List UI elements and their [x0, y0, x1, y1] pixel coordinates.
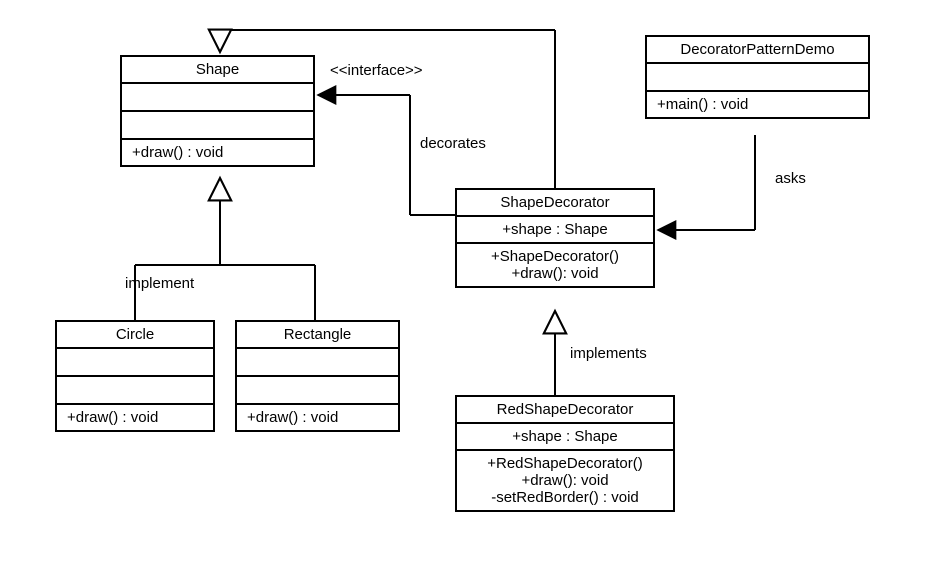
- class-operations: +draw() : void: [57, 405, 213, 430]
- edge-label-implements: implements: [570, 345, 647, 362]
- class-operations: +draw() : void: [122, 140, 313, 165]
- op-row: -setRedBorder() : void: [463, 489, 667, 506]
- class-title: RedShapeDecorator: [457, 397, 673, 424]
- class-rectangle: Rectangle +draw() : void: [235, 320, 400, 432]
- class-red-shape-decorator: RedShapeDecorator +shape : Shape +RedSha…: [455, 395, 675, 512]
- class-attributes: [122, 84, 313, 112]
- stereotype-label: <<interface>>: [330, 62, 423, 79]
- class-circle: Circle +draw() : void: [55, 320, 215, 432]
- edge-label-asks: asks: [775, 170, 806, 187]
- class-operations: +ShapeDecorator() +draw(): void: [457, 244, 653, 286]
- class-title: Shape: [122, 57, 313, 84]
- op-row: +draw(): void: [463, 265, 647, 282]
- class-attributes: +shape : Shape: [457, 424, 673, 451]
- class-operations: +main() : void: [647, 92, 868, 117]
- op-row: +draw(): void: [463, 472, 667, 489]
- class-attributes: +shape : Shape: [457, 217, 653, 244]
- class-title: Rectangle: [237, 322, 398, 349]
- op-row: +RedShapeDecorator(): [463, 455, 667, 472]
- class-attributes: [57, 349, 213, 377]
- class-title: ShapeDecorator: [457, 190, 653, 217]
- class-attributes: [647, 64, 868, 92]
- class-spacer: [122, 112, 313, 140]
- class-spacer: [237, 377, 398, 405]
- class-operations: +draw() : void: [237, 405, 398, 430]
- edge-label-decorates: decorates: [420, 135, 486, 152]
- uml-canvas: Shape +draw() : void <<interface>> Decor…: [0, 0, 941, 580]
- edge-label-implement: implement: [125, 275, 194, 292]
- class-title: DecoratorPatternDemo: [647, 37, 868, 64]
- class-title: Circle: [57, 322, 213, 349]
- class-shape-decorator: ShapeDecorator +shape : Shape +ShapeDeco…: [455, 188, 655, 288]
- class-spacer: [57, 377, 213, 405]
- class-operations: +RedShapeDecorator() +draw(): void -setR…: [457, 451, 673, 510]
- class-shape: Shape +draw() : void: [120, 55, 315, 167]
- op-row: +ShapeDecorator(): [463, 248, 647, 265]
- class-attributes: [237, 349, 398, 377]
- class-demo: DecoratorPatternDemo +main() : void: [645, 35, 870, 119]
